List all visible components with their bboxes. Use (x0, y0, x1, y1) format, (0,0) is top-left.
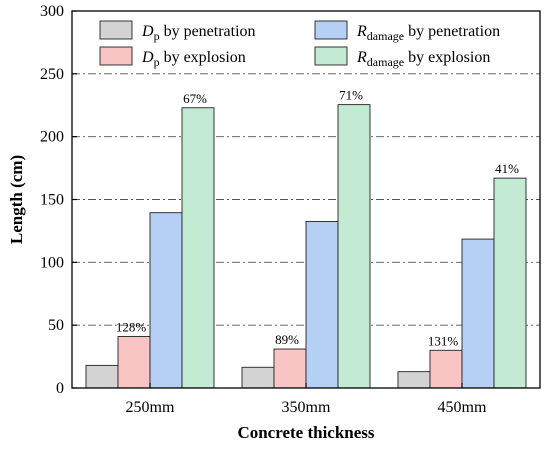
data-label: 131% (428, 333, 459, 348)
bar (493, 177, 527, 389)
legend-label: Dp by explosion (141, 49, 246, 69)
data-label: 41% (495, 161, 519, 176)
bar (461, 238, 495, 389)
axis-ticks: 0 50 100 150 200 250 300 250mm 350mm 450mm (40, 3, 487, 416)
legend-label: Dp by penetration (141, 23, 256, 43)
bar (117, 336, 151, 389)
bar (429, 349, 463, 389)
x-axis-title: Concrete thickness (237, 423, 374, 442)
data-labels: 128% 67% 89% 71% 131% 41% (116, 88, 519, 349)
data-label: 128% (116, 319, 147, 334)
y-tick-label: 250 (40, 66, 64, 83)
bars (85, 104, 527, 389)
bar (149, 212, 183, 389)
legend-swatch (314, 46, 348, 66)
y-tick-label: 50 (48, 317, 64, 334)
x-tick-label: 450mm (438, 399, 487, 416)
legend-label: Rdamage by penetration (356, 23, 500, 43)
bar (397, 371, 431, 389)
x-tick-label: 350mm (282, 399, 331, 416)
legend-swatch (314, 20, 348, 40)
y-tick-label: 150 (40, 192, 64, 209)
bar (273, 348, 307, 389)
y-tick-label: 300 (40, 3, 64, 20)
y-axis-title: Length (cm) (7, 155, 26, 244)
bar (181, 107, 215, 389)
bar (337, 104, 371, 389)
y-tick-label: 200 (40, 129, 64, 146)
bar (305, 221, 339, 389)
y-tick-label: 100 (40, 254, 64, 271)
bar (241, 366, 275, 389)
legend-label: Rdamage by explosion (356, 49, 490, 69)
data-label: 67% (183, 91, 207, 106)
data-label: 71% (339, 88, 363, 103)
legend-swatch (99, 46, 133, 66)
data-label: 89% (275, 332, 299, 347)
legend-swatch (99, 20, 133, 40)
y-tick-label: 0 (56, 380, 64, 397)
legend: Dp by penetration Dp by explosion Rdamage … (99, 20, 500, 69)
x-tick-label: 250mm (126, 399, 175, 416)
bar (85, 364, 119, 389)
